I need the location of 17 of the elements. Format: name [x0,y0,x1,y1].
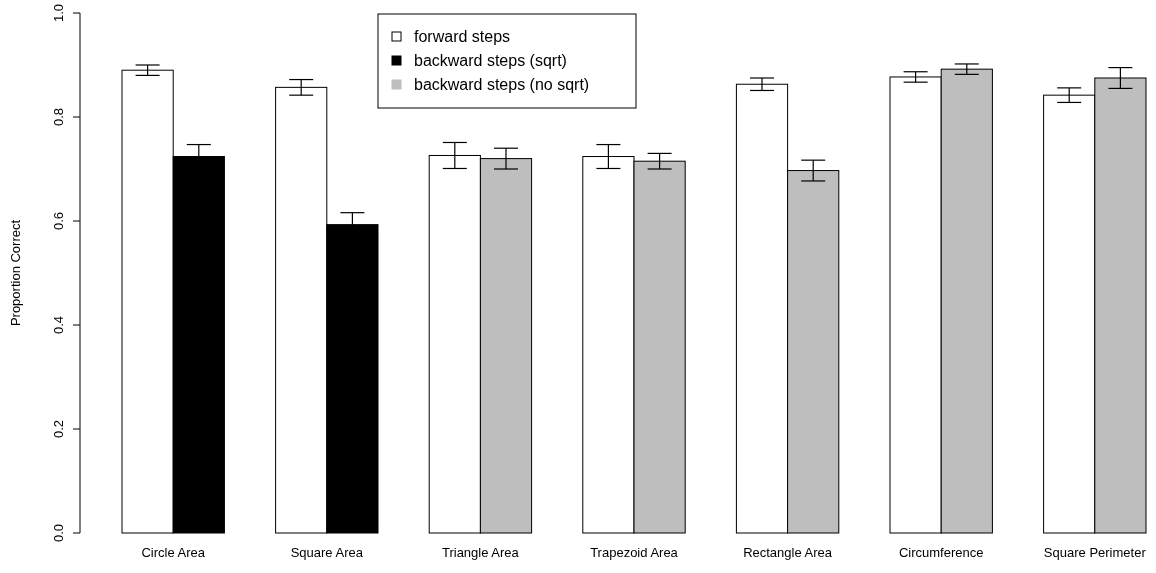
x-tick-label: Trapezoid Area [590,545,679,560]
y-tick-label: 0.2 [51,419,66,439]
legend-label: forward steps [414,28,511,45]
y-tick-label: 0.4 [51,315,66,335]
y-tick-label: 1.0 [51,3,66,23]
y-tick-label: 0.6 [51,211,66,231]
y-axis-title: Proportion Correct [8,219,23,327]
legend-label: backward steps (no sqrt) [414,76,590,93]
y-tick-label: 0.0 [51,523,66,543]
x-tick-label: Triangle Area [441,545,520,560]
x-tick-label: Square Perimeter [1043,545,1147,560]
x-tick-label: Rectangle Area [743,545,833,560]
y-tick-label: 0.8 [51,107,66,127]
legend-label: backward steps (sqrt) [414,52,567,69]
x-tick-label: Square Area [290,545,364,560]
x-tick-label: Circumference [898,545,984,560]
x-tick-label: Circle Area [141,545,206,560]
